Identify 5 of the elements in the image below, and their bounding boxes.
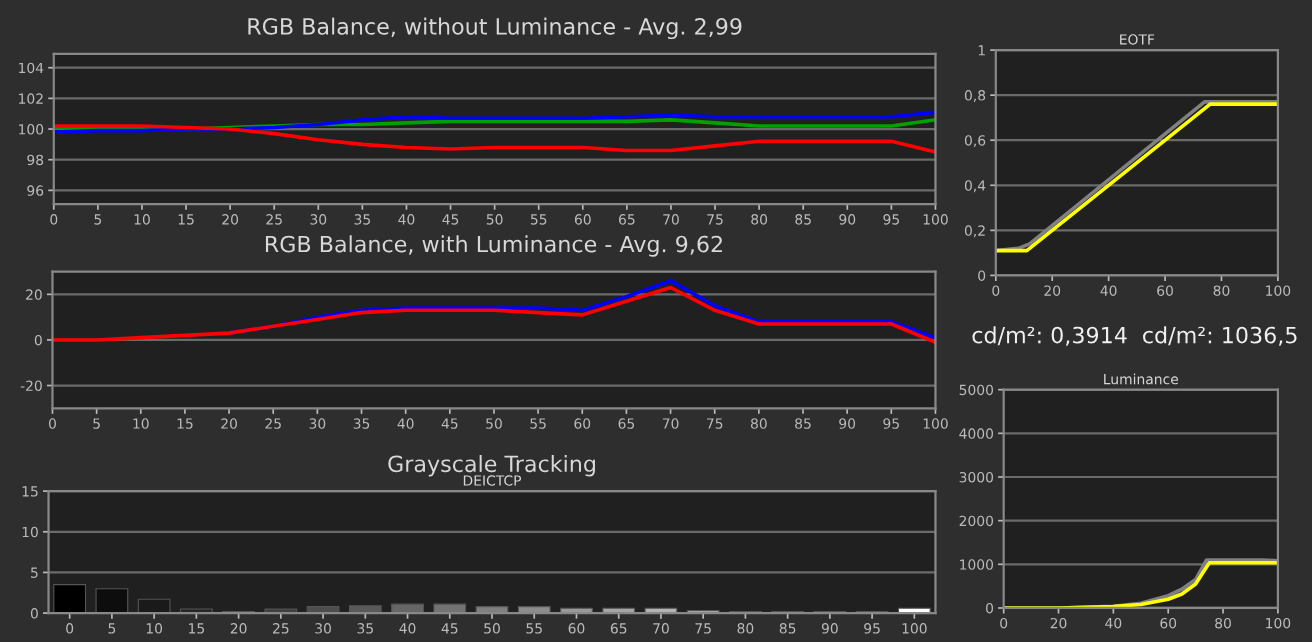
chart-title: RGB Balance, with Luminance - Avg. 9,62: [265, 235, 722, 257]
text: cd/m²: 1036,5: [1143, 326, 1297, 346]
chart-title: RGB Balance, without Luminance - Avg. 2,99: [248, 17, 742, 40]
chart-title: Grayscale Tracking: [388, 454, 595, 477]
text: cd/m²: 0,3914: [972, 326, 1127, 346]
